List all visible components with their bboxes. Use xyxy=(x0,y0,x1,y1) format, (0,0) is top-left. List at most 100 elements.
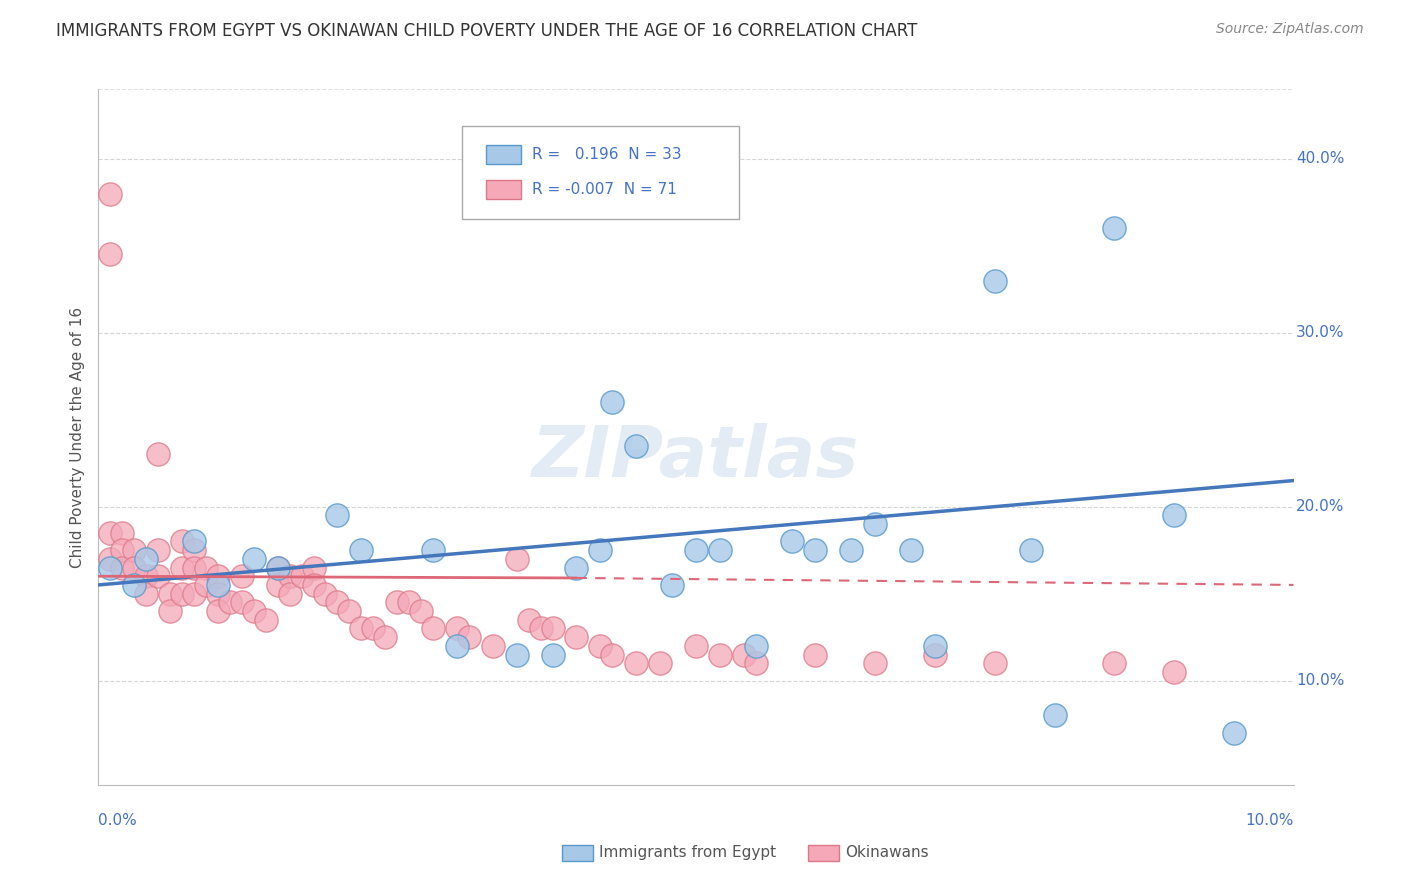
Point xyxy=(278,569,301,583)
Point xyxy=(183,534,205,549)
Point xyxy=(148,543,170,558)
Point xyxy=(865,516,887,531)
Point xyxy=(411,604,433,618)
Point xyxy=(1019,543,1042,558)
Point xyxy=(172,534,194,549)
Point xyxy=(422,543,444,558)
Point xyxy=(745,639,768,653)
Point xyxy=(207,587,229,601)
Point xyxy=(984,273,1007,287)
Text: 10.0%: 10.0% xyxy=(1246,813,1294,828)
Point xyxy=(135,569,157,583)
Point xyxy=(661,578,683,592)
Point xyxy=(135,551,157,566)
Point xyxy=(315,587,337,601)
Point xyxy=(517,613,540,627)
Point xyxy=(326,595,349,609)
Point xyxy=(159,587,181,601)
Point xyxy=(506,551,529,566)
Point xyxy=(195,578,218,592)
Point xyxy=(530,621,553,635)
Point xyxy=(733,648,755,662)
Point xyxy=(302,560,325,574)
Point xyxy=(302,578,325,592)
Point xyxy=(98,247,122,261)
Point xyxy=(804,543,827,558)
Point xyxy=(148,569,170,583)
Point xyxy=(278,587,301,601)
Point xyxy=(207,604,229,618)
Point xyxy=(602,395,624,409)
Point xyxy=(135,587,157,601)
Point xyxy=(589,543,612,558)
Point xyxy=(98,186,122,201)
Point xyxy=(267,560,290,574)
Point xyxy=(709,543,731,558)
Point xyxy=(709,648,731,662)
Point xyxy=(159,604,181,618)
Point xyxy=(219,595,242,609)
Text: Source: ZipAtlas.com: Source: ZipAtlas.com xyxy=(1216,22,1364,37)
Point xyxy=(924,648,946,662)
Point xyxy=(231,569,253,583)
Point xyxy=(172,587,194,601)
Point xyxy=(626,439,648,453)
Point xyxy=(243,604,266,618)
Point xyxy=(111,543,134,558)
Point xyxy=(183,587,205,601)
Point xyxy=(148,447,170,462)
Point xyxy=(374,630,396,644)
Point xyxy=(506,648,529,662)
Point xyxy=(111,525,134,540)
Point xyxy=(841,543,863,558)
Point xyxy=(124,543,146,558)
Point xyxy=(650,657,672,671)
Point xyxy=(350,621,373,635)
Point xyxy=(602,648,624,662)
Y-axis label: Child Poverty Under the Age of 16: Child Poverty Under the Age of 16 xyxy=(69,307,84,567)
Point xyxy=(446,621,468,635)
Point xyxy=(1104,221,1126,235)
Point xyxy=(385,595,409,609)
Point xyxy=(98,560,122,574)
Point xyxy=(111,560,134,574)
Point xyxy=(1163,508,1185,523)
Point xyxy=(98,551,122,566)
Point xyxy=(446,639,468,653)
Text: R = -0.007  N = 71: R = -0.007 N = 71 xyxy=(533,182,678,197)
Point xyxy=(339,604,361,618)
Point xyxy=(350,543,373,558)
Point xyxy=(685,543,707,558)
Point xyxy=(541,648,564,662)
Point xyxy=(482,639,505,653)
Point xyxy=(865,657,887,671)
Point xyxy=(172,560,194,574)
Point xyxy=(626,657,648,671)
Point xyxy=(243,551,266,566)
Point xyxy=(422,621,444,635)
Point xyxy=(565,560,588,574)
Point xyxy=(804,648,827,662)
Point xyxy=(98,525,122,540)
Point xyxy=(231,595,253,609)
Point xyxy=(326,508,349,523)
Point xyxy=(291,569,314,583)
Point xyxy=(984,657,1007,671)
Point xyxy=(183,543,205,558)
Text: IMMIGRANTS FROM EGYPT VS OKINAWAN CHILD POVERTY UNDER THE AGE OF 16 CORRELATION : IMMIGRANTS FROM EGYPT VS OKINAWAN CHILD … xyxy=(56,22,918,40)
Point xyxy=(745,657,768,671)
Point xyxy=(254,613,277,627)
Text: 40.0%: 40.0% xyxy=(1296,152,1344,166)
Point xyxy=(780,534,803,549)
Text: 10.0%: 10.0% xyxy=(1296,673,1344,688)
Text: Immigrants from Egypt: Immigrants from Egypt xyxy=(599,846,776,860)
Point xyxy=(363,621,385,635)
Text: Okinawans: Okinawans xyxy=(845,846,928,860)
Point xyxy=(565,630,588,644)
Point xyxy=(1223,725,1246,739)
Text: ZIPatlas: ZIPatlas xyxy=(533,424,859,492)
Point xyxy=(589,639,612,653)
Point xyxy=(541,621,564,635)
Text: R =   0.196  N = 33: R = 0.196 N = 33 xyxy=(533,147,682,161)
Point xyxy=(124,560,146,574)
